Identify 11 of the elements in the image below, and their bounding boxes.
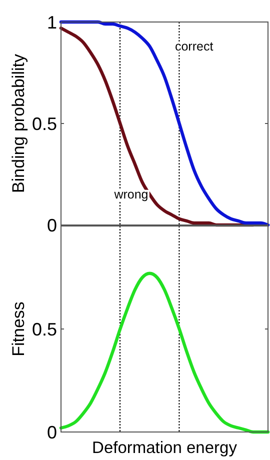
y-axis-title: Fitness: [9, 302, 28, 356]
line-series: [59, 272, 270, 434]
y-tick-label: 0.5: [32, 114, 57, 134]
y-tick-label: 0.5: [32, 319, 57, 340]
y-tick-label: 0: [46, 422, 57, 442]
y-tick-label: 1: [46, 12, 57, 32]
series-label: correct: [174, 39, 214, 54]
y-axis-title: Binding probability: [9, 54, 28, 193]
y-tick-label: 0: [46, 215, 57, 236]
series-label: wrong: [113, 188, 148, 202]
x-axis-title: Deformation energy: [92, 439, 238, 457]
